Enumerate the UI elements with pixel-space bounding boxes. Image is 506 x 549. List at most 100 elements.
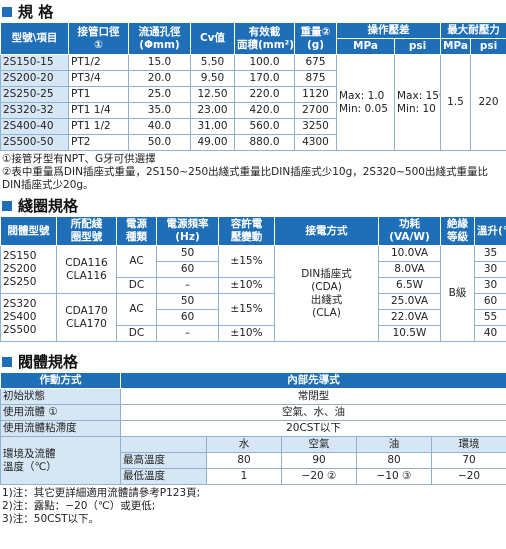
- cell: 8.0VA: [379, 262, 441, 278]
- cell: AC: [117, 294, 157, 326]
- cell: −10 ③: [357, 469, 432, 485]
- text: 接管口徑: [78, 26, 120, 38]
- cell: B級: [441, 246, 475, 342]
- text: CLA116: [66, 270, 107, 282]
- header-cell: 重量②(g): [295, 23, 337, 55]
- icon: [2, 7, 12, 17]
- cell: 31.00: [191, 119, 235, 135]
- text: 2S400: [3, 311, 36, 323]
- text: CDA116: [65, 257, 107, 269]
- cell: 90: [282, 453, 357, 469]
- header-cell: 最大耐壓力: [441, 23, 506, 39]
- cell: 2S200-20: [1, 71, 69, 87]
- icon: [2, 201, 12, 211]
- cell: DC: [117, 326, 157, 342]
- text: (CLA): [312, 307, 341, 319]
- cell: PT1 1/4: [69, 103, 129, 119]
- cell: 油: [357, 437, 432, 453]
- header-cell: 型號\項目: [1, 23, 69, 55]
- title: 閥體規格: [18, 351, 78, 372]
- header-cell: 電源種類: [117, 217, 157, 246]
- text: (VA/W): [389, 231, 430, 243]
- cell: 10.5W: [379, 326, 441, 342]
- text: 最大耐壓力: [447, 24, 500, 36]
- note: 1)注：其它更詳細適用流體請參考P123頁;: [2, 487, 506, 500]
- cell: 常閉型: [121, 389, 506, 405]
- cell: 最低溫度: [121, 469, 207, 485]
- cell: 420.0: [235, 103, 295, 119]
- note: 2)注：露點：−20（℃）或更低;: [2, 500, 506, 513]
- cell: 560.0: [235, 119, 295, 135]
- cell: 空氣、水、油: [121, 405, 506, 421]
- cell: 55: [475, 310, 506, 326]
- header-cell: 作動方式: [1, 373, 121, 389]
- header-cell: psi: [395, 39, 441, 55]
- text: 電源頻率: [167, 218, 209, 230]
- section-title: 閥體規格: [2, 352, 506, 371]
- cell: ±15%: [219, 246, 275, 278]
- cell: 5.50: [191, 55, 235, 71]
- cell: –: [157, 278, 219, 294]
- cell: 60: [157, 262, 219, 278]
- text: 流通孔徑: [139, 26, 181, 38]
- text: 絶緣: [447, 218, 468, 230]
- note: ①接管牙型有NPT、G牙可供選擇: [2, 153, 506, 166]
- cell: PT2: [69, 135, 129, 151]
- header-cell: 電源頻率(Hz): [157, 217, 219, 246]
- cell: DIN插座式(CDA)出綫式(CLA): [275, 246, 379, 342]
- cell: PT3/4: [69, 71, 129, 87]
- text: Cv值: [200, 32, 225, 44]
- cell: Max: 150Min: 10: [395, 55, 441, 151]
- cell: 25.0: [129, 87, 191, 103]
- cell: 220.0: [235, 87, 295, 103]
- cell: 80: [207, 453, 282, 469]
- notes: 1)注：其它更詳細適用流體請參考P123頁;2)注：露點：−20（℃）或更低;3…: [2, 487, 506, 526]
- cell: 空氣: [282, 437, 357, 453]
- cell: PT1 1/2: [69, 119, 129, 135]
- text: CDA170: [65, 305, 107, 317]
- cell: 30: [475, 262, 506, 278]
- cell: 23.00: [191, 103, 235, 119]
- cell: 60: [157, 310, 219, 326]
- text: 操作壓差: [368, 24, 410, 36]
- text: 2S500: [3, 324, 36, 336]
- text: (Φmm): [139, 39, 179, 51]
- text: 面積(mm²): [237, 39, 294, 51]
- cell: 30: [475, 278, 506, 294]
- text: 圈型號: [71, 231, 103, 243]
- row: 初始狀態常閉型: [1, 389, 506, 405]
- cell: 4300: [295, 135, 337, 151]
- cell: AC: [117, 246, 157, 278]
- text: (Hz): [175, 231, 200, 243]
- cell: [121, 437, 207, 453]
- text: 壓變動: [231, 231, 263, 243]
- note: ②表中重量爲DIN插座式重量，2S150~250出綫式重量比DIN插座式少10g…: [2, 166, 506, 192]
- text: Max: 150: [397, 90, 441, 102]
- cell: 20CST以下: [121, 421, 506, 437]
- text: 有效截: [249, 26, 281, 38]
- cell: 環境: [432, 437, 506, 453]
- cell: 50: [157, 246, 219, 262]
- cell: 10.0VA: [379, 246, 441, 262]
- cell: 15.0: [129, 55, 191, 71]
- header-cell: MPa: [441, 39, 471, 55]
- header-cell: 閥體型號: [1, 217, 57, 246]
- text: 接電方式: [306, 225, 348, 237]
- cell: 初始狀態: [1, 389, 121, 405]
- text: 電源: [126, 218, 147, 230]
- section-title: 規 格: [2, 2, 506, 21]
- header-cell: 流通孔徑(Φmm): [129, 23, 191, 55]
- text: 溫度（℃）: [3, 461, 57, 473]
- text: 2S150: [3, 250, 36, 262]
- cell: 40.0: [129, 119, 191, 135]
- header-cell: 容許電壓變動: [219, 217, 275, 246]
- text: 2S200: [3, 263, 36, 275]
- cell: 880.0: [235, 135, 295, 151]
- cell: 60: [475, 294, 506, 310]
- cell: 2700: [295, 103, 337, 119]
